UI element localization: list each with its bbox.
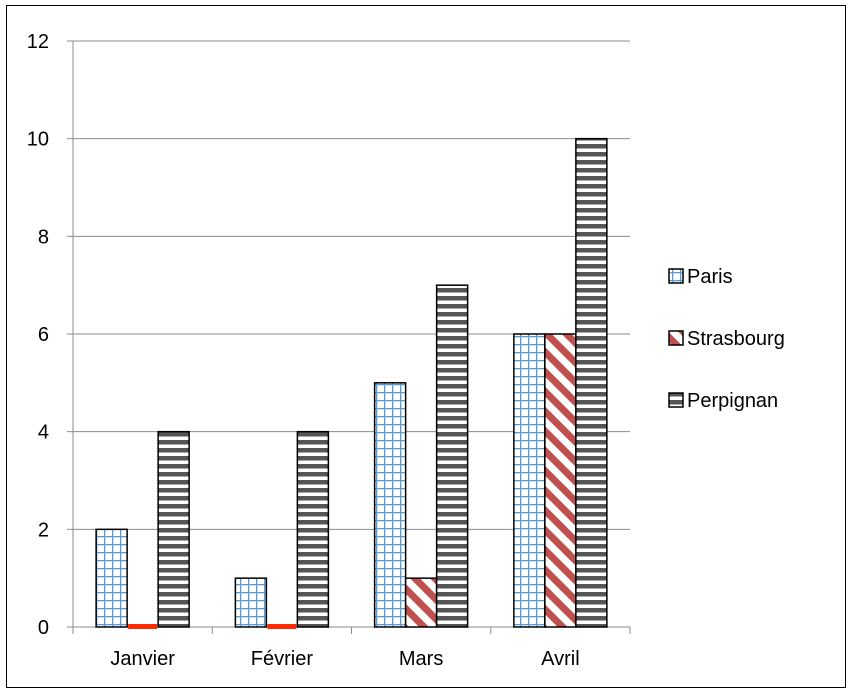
y-tick-label: 10 [27,129,49,151]
bar-strasbourg-mars [404,577,438,628]
legend-swatch-strasbourg [668,330,684,346]
bar-perpignan-mars [435,284,469,628]
x-tick-label: Avril [541,648,580,670]
bar-paris-février [234,577,268,628]
bar-paris-avril [513,333,546,628]
bars [95,137,608,629]
bar-perpignan-janvier [157,430,190,628]
legend: Paris Strasbourg Perpignan [668,266,785,412]
y-tick-label: 6 [38,324,49,346]
legend-label-perpignan: Perpignan [687,390,778,412]
bar-strasbourg-avril [544,333,577,628]
chart-frame [6,5,846,688]
bar-perpignan-avril [575,137,608,628]
bar-strasbourg-février-zero [267,624,297,629]
legend-swatch-paris [668,268,684,284]
x-tick-label: Février [251,648,314,670]
bar-perpignan-février [296,430,330,628]
y-tick-label: 8 [38,226,49,248]
y-tick-label: 0 [38,617,49,639]
legend-label-paris: Paris [687,266,733,288]
x-tick-label: Janvier [110,648,175,670]
tick-labels: 0 2 4 6 8 10 12 Janvier Février Mars Avril [27,31,580,670]
y-tick-label: 4 [38,422,49,444]
legend-label-strasbourg: Strasbourg [687,328,785,350]
bar-paris-janvier [95,528,128,628]
bar-paris-mars [373,382,407,628]
legend-swatch-perpignan [668,392,684,408]
y-tick-label: 12 [27,31,49,53]
x-tick-label: Mars [399,648,443,670]
y-tick-label: 2 [38,519,49,541]
bar-strasbourg-janvier-zero [128,624,158,629]
